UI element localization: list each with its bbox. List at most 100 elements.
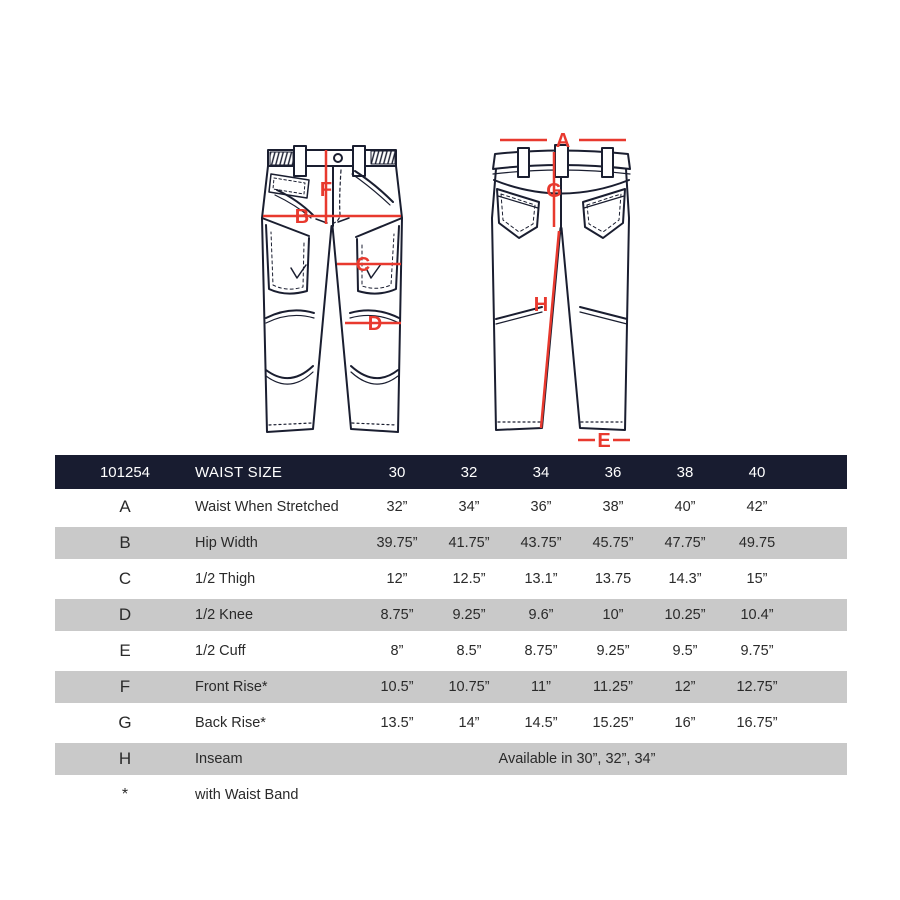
row-letter: B bbox=[119, 533, 131, 552]
size-value: 9.25” bbox=[452, 607, 486, 623]
size-value: 15.25” bbox=[592, 715, 634, 731]
back-pocket-left bbox=[496, 188, 540, 239]
size-column-header: 36 bbox=[604, 463, 622, 481]
size-value: 45.75” bbox=[592, 535, 634, 551]
size-value: 11.25” bbox=[592, 679, 634, 695]
row-label: Front Rise* bbox=[195, 679, 268, 695]
size-value: 32” bbox=[386, 499, 408, 515]
back-pocket-right bbox=[582, 188, 626, 239]
belt-loop bbox=[352, 145, 366, 177]
table-row: F Front Rise* 10.5” 10.75” 11” 11.25” 12… bbox=[55, 669, 847, 705]
table-row: H Inseam Available in 30”, 32”, 34” bbox=[55, 741, 847, 777]
table-row: B Hip Width 39.75” 41.75” 43.75” 45.75” … bbox=[55, 525, 847, 561]
row-letter: A bbox=[119, 497, 131, 516]
measure-label-c: C bbox=[356, 254, 370, 276]
knee-seam bbox=[579, 306, 628, 320]
knee-seam bbox=[265, 309, 315, 319]
size-value: 16.75” bbox=[736, 715, 778, 731]
size-value: 8.5” bbox=[456, 643, 482, 659]
size-value: 15” bbox=[746, 571, 768, 587]
waist-button bbox=[333, 153, 343, 163]
row-letter: E bbox=[119, 641, 131, 660]
size-value: 12” bbox=[674, 679, 696, 695]
size-value: 36” bbox=[530, 499, 552, 515]
waist-size-header: WAIST SIZE bbox=[195, 463, 283, 481]
size-value: 9.25” bbox=[596, 643, 630, 659]
front-pocket-left bbox=[276, 189, 314, 216]
size-table: 101254 WAIST SIZE 30 32 34 36 38 40 A Wa… bbox=[55, 455, 847, 813]
size-value: 12.75” bbox=[736, 679, 778, 695]
size-value: 39.75” bbox=[376, 535, 418, 551]
measure-line-h bbox=[539, 230, 561, 429]
measure-label-a: A bbox=[556, 130, 570, 152]
table-row: D 1/2 Knee 8.75” 9.25” 9.6” 10” 10.25” 1… bbox=[55, 597, 847, 633]
knee-seam bbox=[349, 309, 400, 319]
size-value: 10” bbox=[602, 607, 624, 623]
size-value: 47.75” bbox=[664, 535, 706, 551]
size-value: 12” bbox=[386, 571, 408, 587]
size-column-header: 38 bbox=[676, 463, 694, 481]
row-label: 1/2 Knee bbox=[195, 607, 254, 623]
size-value: 10.5” bbox=[380, 679, 414, 695]
size-value: 12.5” bbox=[452, 571, 486, 587]
belt-loop bbox=[517, 147, 530, 178]
size-column-header: 34 bbox=[532, 463, 550, 481]
elastic-waist-hatch-right bbox=[370, 150, 396, 165]
table-header-row: 101254 WAIST SIZE 30 32 34 36 38 40 bbox=[55, 455, 847, 489]
size-value: 13.1” bbox=[524, 571, 558, 587]
front-pocket-right bbox=[354, 170, 394, 203]
row-letter: H bbox=[118, 749, 132, 768]
size-value: 14.3” bbox=[668, 571, 702, 587]
size-value: 13.5” bbox=[380, 715, 414, 731]
footnote-asterisk: * bbox=[121, 786, 129, 803]
row-letter: D bbox=[118, 605, 132, 624]
row-label: Waist When Stretched bbox=[195, 499, 339, 515]
size-value: 38” bbox=[602, 499, 624, 515]
size-value: 9.75” bbox=[740, 643, 774, 659]
size-value: 43.75” bbox=[520, 535, 562, 551]
row-label: 1/2 Thigh bbox=[195, 571, 256, 587]
elastic-waist-hatch-left bbox=[269, 151, 294, 166]
row-label: Back Rise* bbox=[195, 715, 266, 731]
size-column-header: 40 bbox=[748, 463, 766, 481]
size-value: 10.4” bbox=[740, 607, 774, 623]
measure-label-e: E bbox=[597, 430, 610, 452]
size-value: 41.75” bbox=[448, 535, 490, 551]
hem-stitch bbox=[268, 422, 313, 426]
size-value: 9.5” bbox=[672, 643, 698, 659]
table-row: E 1/2 Cuff 8” 8.5” 8.75” 9.25” 9.5” 9.75… bbox=[55, 633, 847, 669]
measure-label-f: F bbox=[320, 179, 332, 201]
table-row: G Back Rise* 13.5” 14” 14.5” 15.25” 16” … bbox=[55, 705, 847, 741]
hem-stitch bbox=[351, 422, 397, 426]
row-letter: C bbox=[118, 569, 132, 588]
measure-label-g: G bbox=[546, 180, 562, 202]
size-column-header: 32 bbox=[460, 463, 478, 481]
shin-seam bbox=[265, 365, 314, 379]
size-value: 13.75 bbox=[594, 571, 632, 587]
row-letter: G bbox=[118, 713, 132, 732]
shin-seam bbox=[350, 365, 399, 379]
size-value: 8” bbox=[390, 643, 404, 659]
size-value: 8.75” bbox=[524, 643, 558, 659]
footnote-label: with Waist Band bbox=[195, 787, 299, 803]
measure-label-d: D bbox=[368, 313, 382, 335]
row-letter: F bbox=[119, 677, 131, 696]
size-value: 40” bbox=[674, 499, 696, 515]
row-label: 1/2 Cuff bbox=[195, 643, 246, 659]
size-column-header: 30 bbox=[388, 463, 406, 481]
size-value: 10.75” bbox=[448, 679, 490, 695]
table-row: C 1/2 Thigh 12” 12.5” 13.1” 13.75 14.3” … bbox=[55, 561, 847, 597]
size-value: 9.6” bbox=[528, 607, 554, 623]
measure-label-b: B bbox=[295, 206, 309, 228]
table-row: A Waist When Stretched 32” 34” 36” 38” 4… bbox=[55, 489, 847, 525]
size-value: 8.75” bbox=[380, 607, 414, 623]
size-value: 10.25” bbox=[664, 607, 706, 623]
size-value: 11” bbox=[531, 679, 551, 695]
size-value: 42” bbox=[746, 499, 768, 515]
size-value: 16” bbox=[674, 715, 696, 731]
cargo-pocket-right bbox=[355, 217, 403, 238]
row-label: Inseam bbox=[195, 751, 243, 767]
measure-label-h: H bbox=[534, 294, 548, 316]
